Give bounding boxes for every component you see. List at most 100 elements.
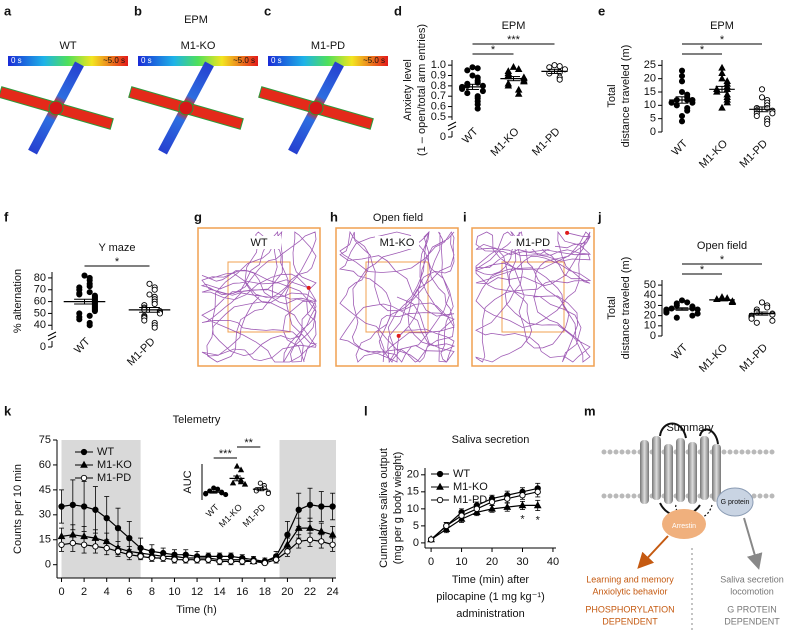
marker xyxy=(519,492,526,499)
x-tick-label: M1-PD xyxy=(241,502,268,529)
y-tick-label: 80 xyxy=(34,272,46,284)
panel-letter: l xyxy=(364,403,368,418)
label-bg xyxy=(511,236,555,249)
marker xyxy=(257,480,263,486)
marker xyxy=(80,541,88,548)
y-axis-label: (mg per g body wieght) xyxy=(392,452,404,565)
panel-letter: c xyxy=(264,3,271,18)
marker xyxy=(329,503,336,510)
marker xyxy=(678,297,686,304)
colorbar-label: 0 s xyxy=(11,56,22,65)
marker xyxy=(474,65,481,72)
x-tick-label: WT xyxy=(670,137,691,158)
y-tick-label: 25 xyxy=(644,59,656,71)
y-axis-label: distance traveled (m) xyxy=(620,45,632,148)
y-tick-label: 10 xyxy=(644,99,656,111)
legend-label: M1-PD xyxy=(453,494,487,506)
marker xyxy=(556,76,563,83)
error-bar xyxy=(675,307,689,311)
heatmap-label: WT xyxy=(59,40,76,52)
marker xyxy=(171,556,178,563)
marker xyxy=(306,501,314,508)
marker xyxy=(764,304,771,311)
x-tick-label: M1-PD xyxy=(125,336,158,369)
marker xyxy=(678,72,686,80)
y-tick-label: 20 xyxy=(644,310,656,322)
marker xyxy=(69,501,76,508)
colorbar-label: 0 s xyxy=(141,56,152,65)
x-tick-label: 10 xyxy=(168,586,180,598)
y-tick-label: 0 xyxy=(440,131,446,143)
y-tick-label: 0.9 xyxy=(431,69,446,81)
arena-label: M1-KO xyxy=(380,237,415,249)
x-tick-label: 0 xyxy=(428,556,434,568)
y-tick-label: 10 xyxy=(644,320,656,332)
arena-label: WT xyxy=(250,237,267,249)
error-bar xyxy=(506,76,521,82)
axis-break xyxy=(447,125,457,131)
panel-letter: h xyxy=(330,209,338,224)
x-tick-label: WT xyxy=(72,335,93,356)
marker xyxy=(239,558,246,565)
marker xyxy=(503,502,512,510)
receptor xyxy=(640,422,721,520)
marker xyxy=(474,105,481,112)
marker xyxy=(518,501,527,509)
panel-heading: EPM xyxy=(184,14,208,26)
x-tick-label: M1-KO xyxy=(489,125,522,158)
panel-letter: e xyxy=(598,3,605,18)
marker xyxy=(556,69,563,76)
x-tick-label: 2 xyxy=(81,586,87,598)
marker xyxy=(237,466,245,473)
x-tick-label: M1-KO xyxy=(697,341,730,374)
track xyxy=(474,230,592,363)
marker xyxy=(284,548,291,555)
marker xyxy=(520,77,528,85)
legend-label: WT xyxy=(97,446,114,458)
annotation: * xyxy=(520,513,525,525)
marker xyxy=(753,112,760,120)
marker xyxy=(205,556,212,563)
panel-letter: g xyxy=(194,209,202,224)
panel-letter: b xyxy=(134,3,142,18)
y-axis-label: Cumulative saliva output xyxy=(378,448,390,568)
y-tick-label: 15 xyxy=(407,486,419,498)
marker xyxy=(126,551,133,558)
marker xyxy=(182,556,189,563)
center-zone xyxy=(365,261,429,333)
marker xyxy=(769,317,776,324)
axis-break xyxy=(47,331,57,337)
x-tick-label: 8 xyxy=(149,586,155,598)
arrestin-shape xyxy=(662,509,706,539)
y-tick-label: 30 xyxy=(644,299,656,311)
significance-label: * xyxy=(700,44,705,56)
error-bar xyxy=(675,96,689,104)
error-bar xyxy=(233,475,241,482)
marker xyxy=(427,536,435,543)
marker xyxy=(533,501,542,509)
center-zone xyxy=(48,100,64,116)
colorbar-label: ~5.0 s xyxy=(363,56,385,65)
marker xyxy=(464,90,471,97)
x-tick-label: WT xyxy=(204,502,221,519)
y-tick-label: 75 xyxy=(39,434,51,446)
x-tick-label: M1-PD xyxy=(737,342,770,375)
marker xyxy=(151,300,158,308)
panel-letter: j xyxy=(597,209,602,224)
marker xyxy=(689,312,696,319)
effect-label: Anxiolytic behavior xyxy=(592,586,667,596)
marker xyxy=(151,324,158,331)
marker xyxy=(504,495,511,502)
significance-label: * xyxy=(720,34,725,46)
y-tick-label: 60 xyxy=(39,459,51,471)
y-tick-label: 50 xyxy=(34,307,46,319)
label-bg xyxy=(237,236,281,249)
marker xyxy=(216,558,223,565)
marker xyxy=(689,99,696,106)
dependency-label: DEPENDENT xyxy=(602,616,658,626)
marker xyxy=(295,538,302,545)
end-point xyxy=(306,285,311,290)
x-axis-label: Time (min) after xyxy=(452,574,530,586)
track xyxy=(338,230,456,364)
x-axis-label: administration xyxy=(456,608,524,620)
